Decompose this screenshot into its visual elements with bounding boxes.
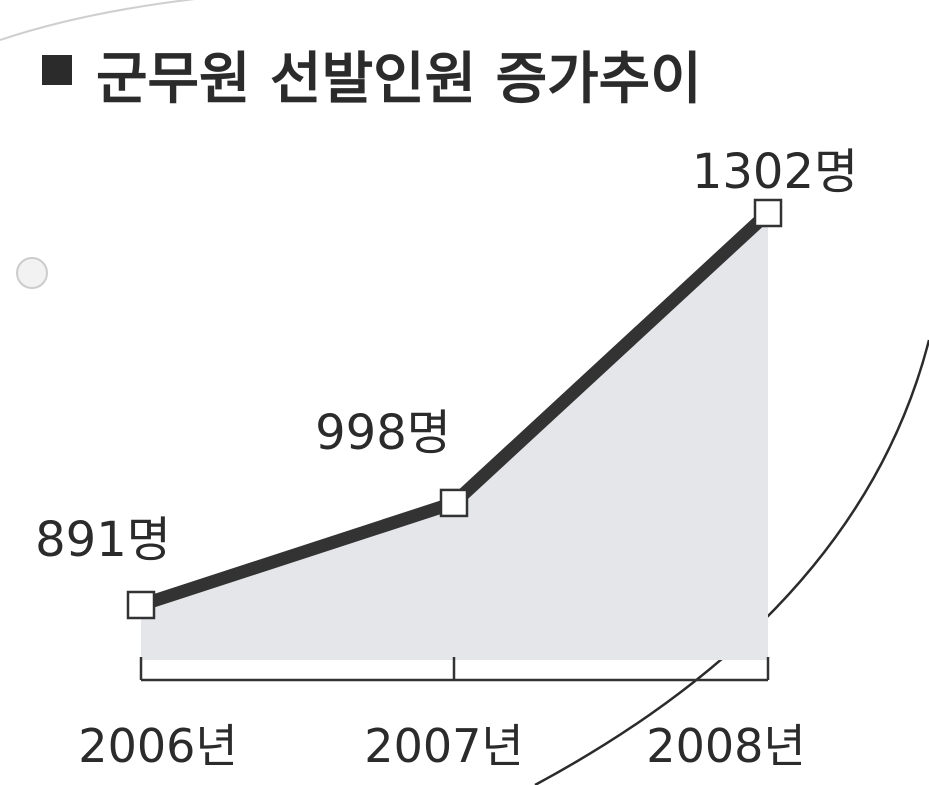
- title-square-icon: [42, 55, 72, 85]
- data-label-2: 998명: [315, 405, 451, 461]
- plot-area: 891명 998명 1302명 2006년 2007년 2008년: [35, 144, 858, 773]
- decorative-arc-top: [0, 0, 196, 41]
- data-point-marker-3: [753, 198, 783, 228]
- x-tick-label-3: 2008년: [646, 719, 805, 773]
- series-area: [141, 213, 768, 660]
- data-point-marker-2: [439, 488, 469, 518]
- chart-title: 군무원 선발인원 증가추이: [42, 47, 702, 112]
- data-label-1: 891명: [35, 512, 171, 568]
- chart-title-text: 군무원 선발인원 증가추이: [96, 47, 702, 112]
- x-tick-label-2: 2007년: [364, 719, 523, 773]
- x-tick-label-1: 2006년: [78, 719, 237, 773]
- data-point-marker-1: [126, 590, 156, 620]
- data-label-3: 1302명: [692, 144, 858, 200]
- decorative-arc: [534, 339, 929, 785]
- decorative-bullet-circle: [16, 257, 48, 289]
